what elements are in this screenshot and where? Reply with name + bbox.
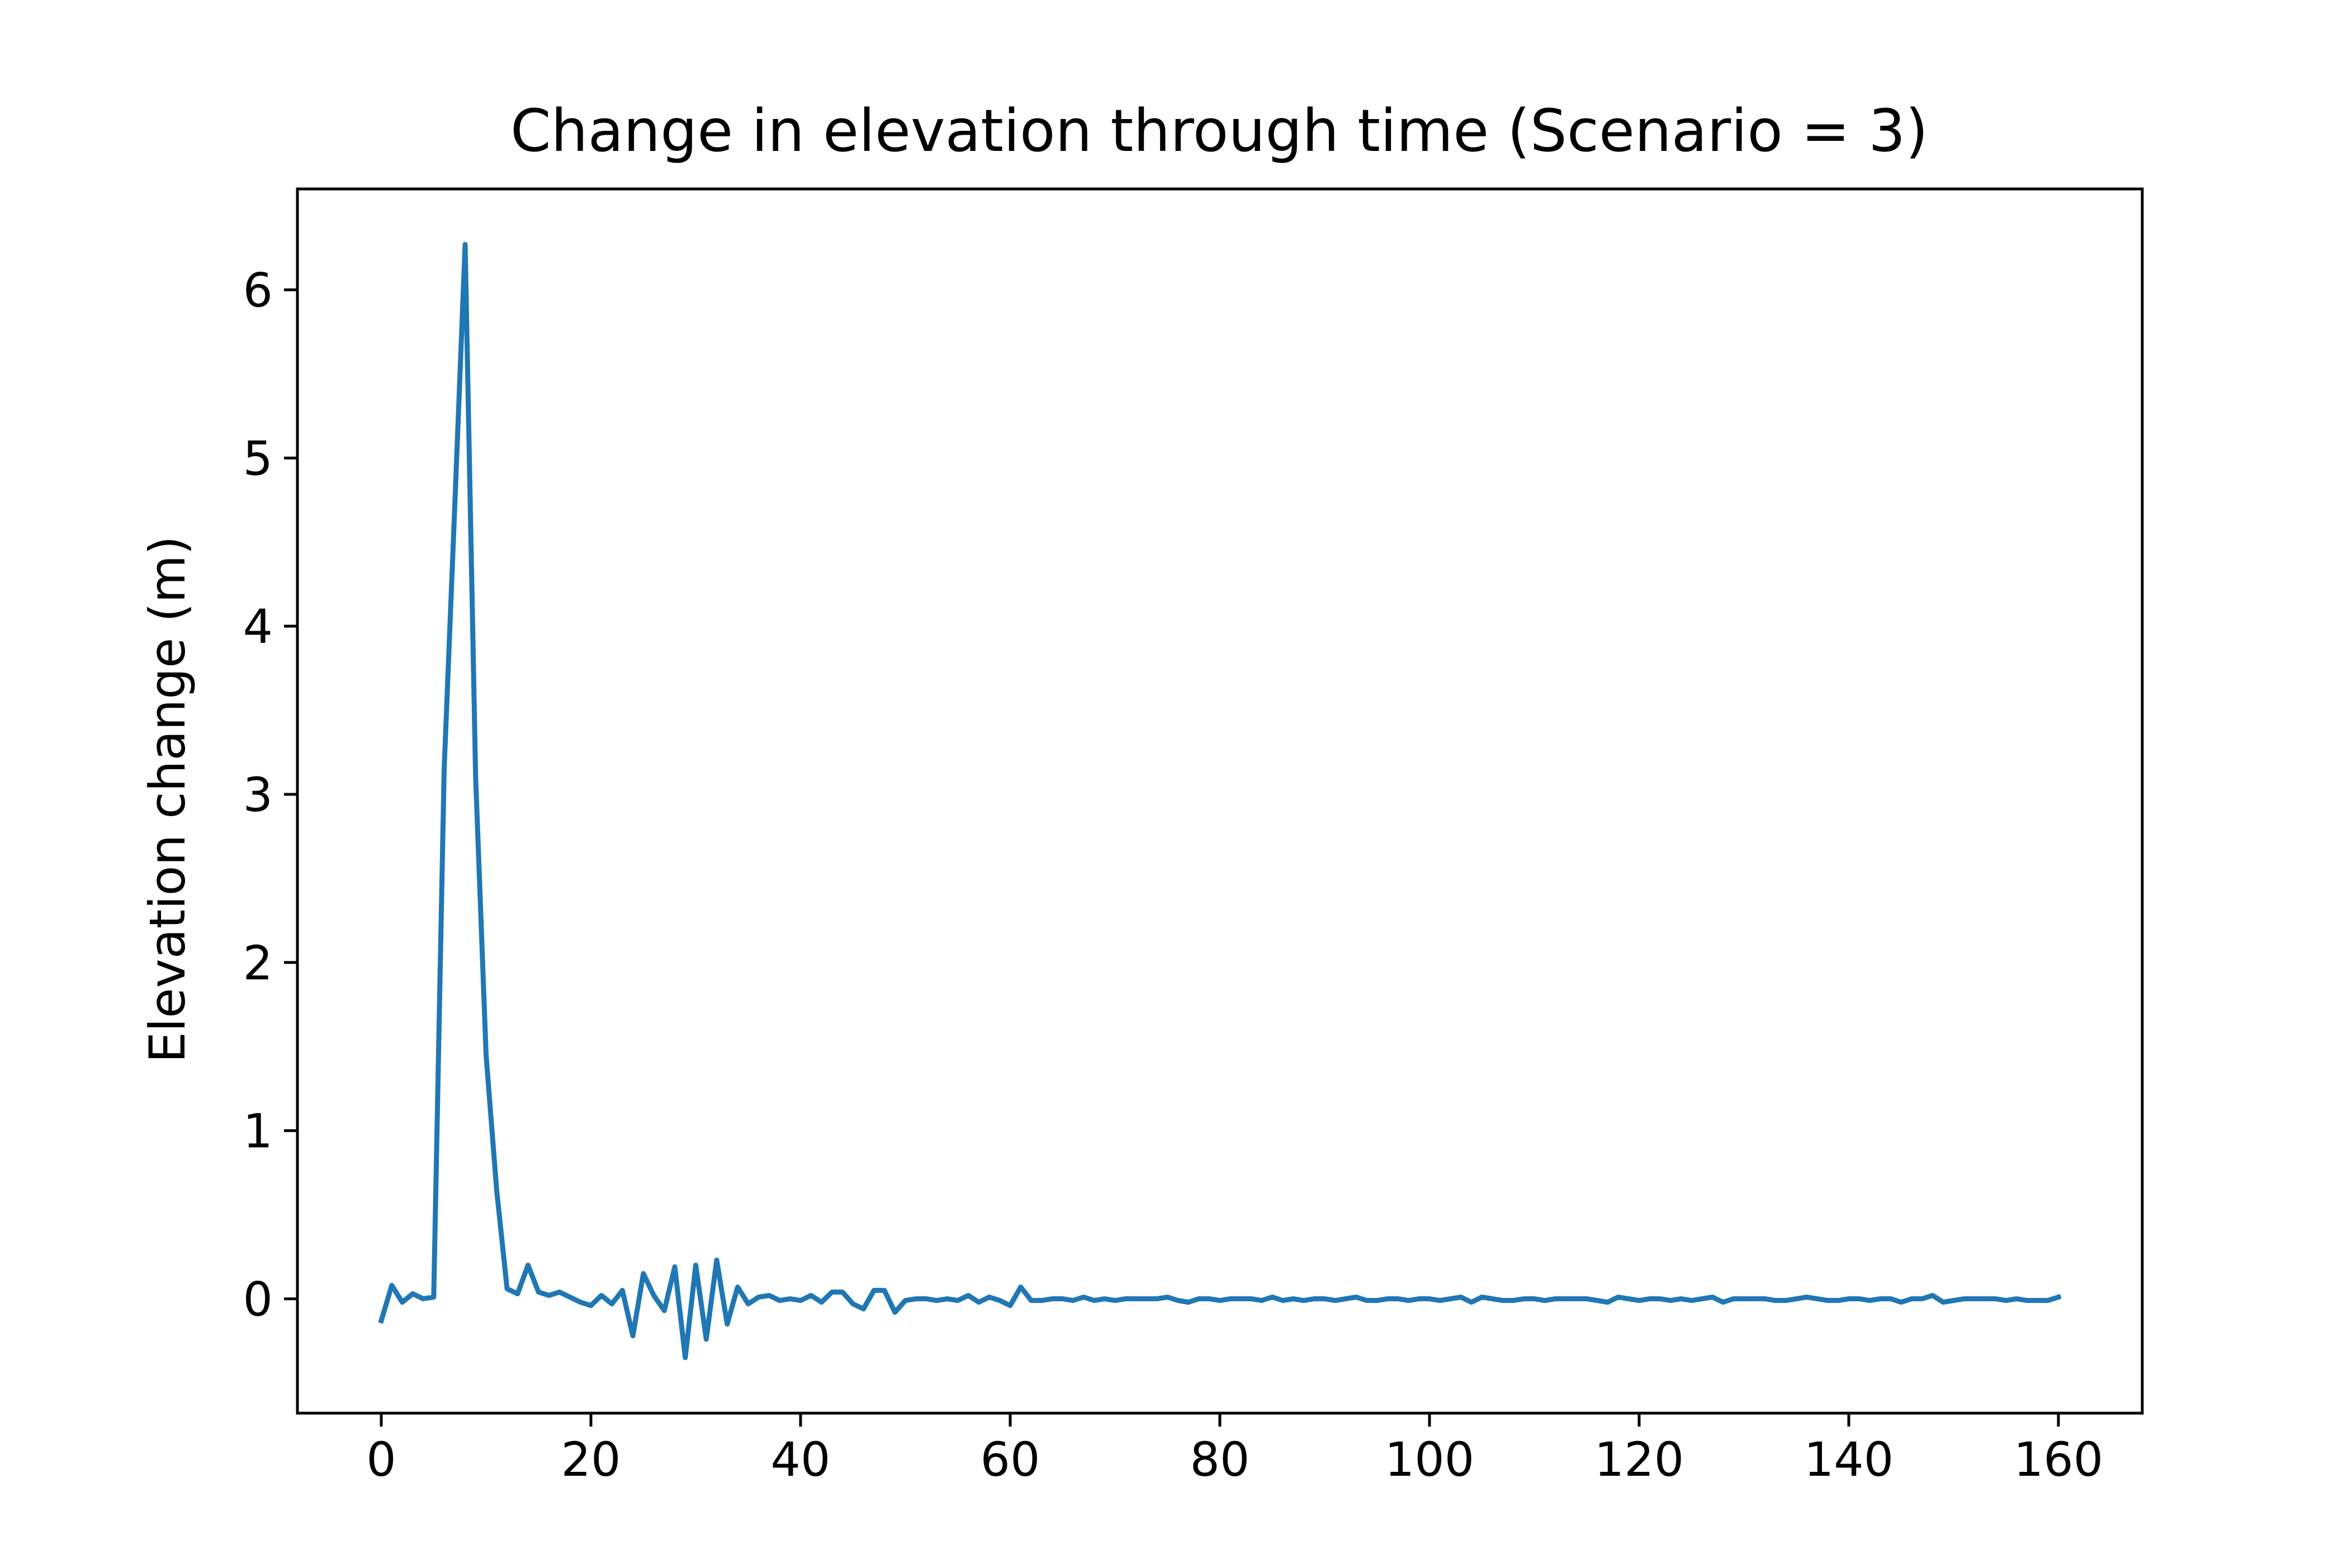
plot-frame <box>296 187 2144 1415</box>
x-tick-label: 80 <box>1190 1432 1250 1487</box>
y-tick-label: 4 <box>243 599 273 654</box>
series-layer <box>378 241 2062 1361</box>
y-axis-title: Elevation change (m) <box>139 536 196 1063</box>
chart-title: Change in elevation through time (Scenar… <box>510 97 1928 165</box>
y-tick-label: 6 <box>243 263 273 318</box>
y-axis-ticks: 0 1 2 3 4 5 6 <box>243 263 297 1327</box>
x-axis-ticks: 0 20 40 60 80 100 120 140 160 <box>366 1413 2103 1487</box>
x-tick-label: 20 <box>561 1432 621 1487</box>
x-tick-label: 100 <box>1385 1432 1474 1487</box>
y-tick-label: 5 <box>243 431 273 486</box>
x-tick-label: 40 <box>771 1432 831 1487</box>
x-tick-label: 140 <box>1804 1432 1893 1487</box>
x-tick-label: 60 <box>981 1432 1040 1487</box>
y-tick-label: 3 <box>243 768 273 822</box>
y-tick-label: 1 <box>243 1104 273 1159</box>
x-tick-label: 160 <box>2014 1432 2103 1487</box>
x-tick-label: 120 <box>1594 1432 1684 1487</box>
y-tick-label: 2 <box>243 936 273 991</box>
x-tick-label: 0 <box>366 1432 396 1487</box>
y-tick-label: 0 <box>243 1272 273 1327</box>
series-line-0 <box>378 241 2062 1361</box>
